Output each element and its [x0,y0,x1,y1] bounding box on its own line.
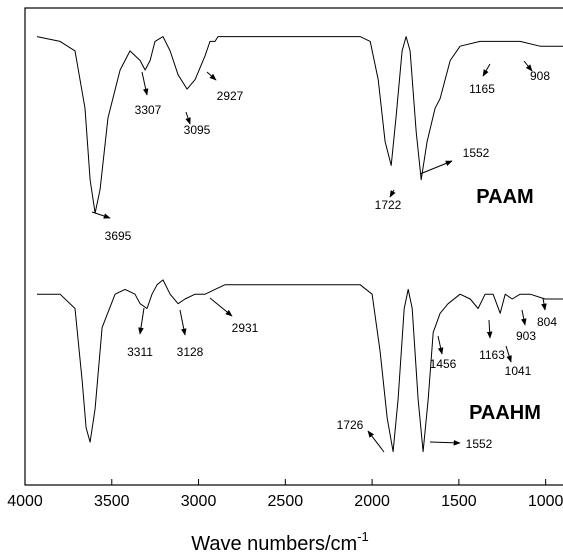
annotation-arrow [185,111,191,125]
series-name: PAAM [476,186,533,208]
annotation: 3695 [105,229,132,243]
annotation-arrow [429,439,461,446]
annotation-arrow [209,297,233,317]
spectrum-line [36,36,563,214]
annotation-arrow [389,189,396,198]
annotation: 3311 [127,345,153,359]
x-tick-label: 1000 [528,493,563,510]
x-tick-label: 2000 [354,493,390,510]
annotation: 1041 [505,364,532,378]
annotation: 1726 [337,418,364,432]
annotation: 1456 [430,357,457,371]
annotation: 1722 [375,198,402,212]
annotation: 1163 [479,348,505,362]
annotation: 3128 [177,345,204,359]
annotation-arrow [541,297,547,311]
annotation-arrow [206,71,217,81]
annotation-arrow [523,60,533,72]
plot-frame [24,7,563,486]
x-tick-label: 2500 [268,493,304,510]
annotation: 3307 [135,103,162,117]
annotation-arrow [419,160,453,175]
x-axis-label-sup: -1 [357,529,369,544]
annotation-arrow [91,211,111,219]
x-tick-label: 1500 [441,493,477,510]
annotation-arrow [437,335,444,355]
annotation: 2931 [232,321,259,335]
x-axis-label-text: Wave numbers/cm [191,533,357,555]
series-name: PAAHM [469,402,541,424]
annotation: 1552 [466,437,493,451]
annotation-arrow [179,309,187,336]
annotation-arrow [141,71,149,96]
annotation-arrow [367,430,385,453]
annotation-arrow [505,345,512,363]
annotation: 1552 [463,146,490,160]
annotation-arrow [521,309,527,326]
annotation: 804 [537,315,557,329]
annotation-arrow [486,319,493,339]
x-tick-label: 4000 [7,493,43,510]
annotation-arrow [482,63,491,77]
annotation: 2927 [217,89,244,103]
annotation: 3095 [184,123,211,137]
spectrum-line [37,279,563,453]
annotation: 903 [516,329,536,343]
annotation-arrow [138,307,145,335]
annotation: 908 [530,69,550,83]
annotation: 1165 [469,82,495,96]
x-tick-label: 3500 [94,493,130,510]
x-tick-label: 3000 [181,493,217,510]
x-axis-label: Wave numbers/cm-1 [191,529,369,555]
